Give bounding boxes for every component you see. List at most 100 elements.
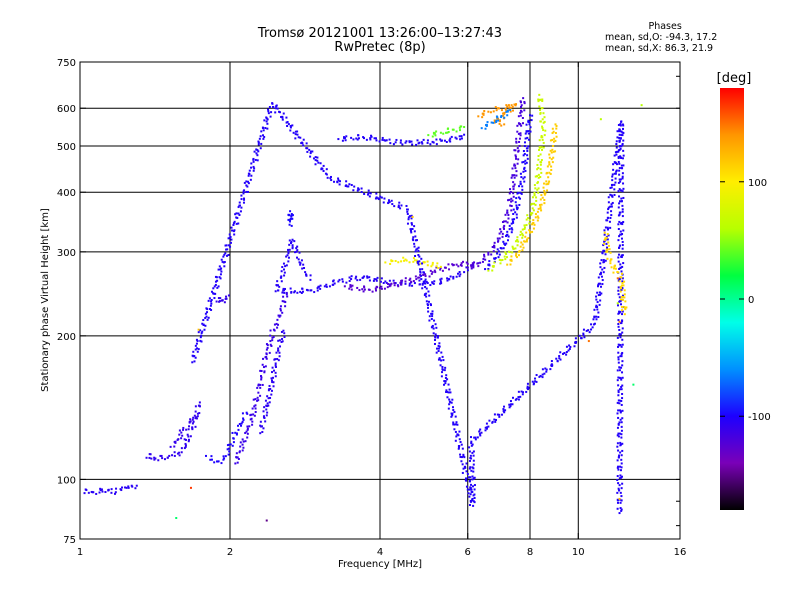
- echo-point: [494, 106, 497, 109]
- echo-point: [603, 238, 606, 241]
- echo-point: [510, 197, 513, 200]
- echo-point: [87, 491, 90, 494]
- echo-point: [244, 431, 247, 434]
- echo-point: [421, 268, 424, 271]
- echo-point: [548, 153, 551, 156]
- echo-point: [437, 347, 440, 350]
- echo-point: [619, 263, 622, 266]
- echo-point: [376, 276, 379, 279]
- echo-point: [482, 112, 485, 115]
- echo-point: [260, 378, 263, 381]
- echo-point: [374, 197, 377, 200]
- echo-point: [230, 226, 233, 229]
- echo-point: [436, 334, 439, 337]
- echo-point: [536, 188, 539, 191]
- echo-point: [264, 399, 267, 402]
- y-tick-label: 75: [63, 535, 76, 546]
- echo-point: [539, 98, 542, 101]
- echo-point: [215, 276, 218, 279]
- echo-point: [339, 180, 342, 183]
- echo-point: [187, 440, 190, 443]
- echo-point: [621, 338, 624, 341]
- echo-point: [620, 495, 623, 498]
- echo-point: [605, 242, 608, 245]
- echo-point: [212, 292, 215, 295]
- echo-point: [512, 247, 515, 250]
- echo-point: [510, 231, 513, 234]
- echo-point: [619, 222, 622, 225]
- echo-point: [332, 279, 335, 282]
- echo-point: [283, 289, 286, 292]
- echo-point: [110, 491, 113, 494]
- echo-point: [192, 420, 195, 423]
- echo-point: [617, 256, 620, 259]
- echo-point: [229, 241, 232, 244]
- echo-point: [490, 121, 493, 124]
- x-axis-label: Frequency [MHz]: [338, 559, 422, 570]
- echo-point: [622, 164, 625, 167]
- echo-point: [539, 163, 542, 166]
- echo-point: [508, 198, 511, 201]
- echo-point: [286, 121, 289, 124]
- echo-point: [268, 384, 271, 387]
- echo-point: [459, 273, 462, 276]
- echo-point: [289, 210, 292, 213]
- echo-point: [330, 179, 333, 182]
- echo-point: [431, 135, 434, 138]
- echo-point: [472, 262, 475, 265]
- echo-point: [223, 265, 226, 268]
- echo-point: [201, 330, 204, 333]
- echo-point: [452, 128, 455, 131]
- echo-point: [314, 163, 317, 166]
- echo-point: [266, 127, 269, 130]
- echo-point: [438, 342, 441, 345]
- echo-point: [424, 278, 427, 281]
- echo-point: [602, 244, 605, 247]
- echo-point: [451, 406, 454, 409]
- echo-point: [471, 478, 474, 481]
- echo-point: [426, 139, 429, 142]
- echo-point: [276, 280, 279, 283]
- echo-point: [446, 277, 449, 280]
- echo-point: [605, 237, 608, 240]
- echo-point: [617, 123, 620, 126]
- echo-point: [508, 192, 511, 195]
- echo-point: [599, 282, 602, 285]
- echo-point: [621, 265, 624, 268]
- echo-point: [433, 280, 436, 283]
- echo-point: [408, 215, 411, 218]
- echo-point: [473, 261, 476, 264]
- echo-point: [602, 249, 605, 252]
- echo-point: [262, 366, 265, 369]
- echo-point: [238, 422, 241, 425]
- echo-point: [459, 129, 462, 132]
- echo-point: [485, 426, 488, 429]
- echo-point: [620, 298, 623, 301]
- echo-point: [552, 130, 555, 133]
- echo-point: [617, 394, 620, 397]
- echo-point: [219, 277, 222, 280]
- echo-point: [536, 163, 539, 166]
- echo-point: [621, 442, 624, 445]
- echo-point: [289, 125, 292, 128]
- echo-point: [433, 342, 436, 345]
- echo-point: [272, 106, 275, 109]
- echo-point: [257, 143, 260, 146]
- echo-point: [515, 157, 518, 160]
- echo-point: [204, 454, 207, 457]
- echo-point: [319, 162, 322, 165]
- echo-point: [527, 145, 530, 148]
- echo-point: [414, 254, 417, 257]
- echo-point: [391, 259, 394, 262]
- echo-point: [618, 200, 621, 203]
- echo-point: [295, 247, 298, 250]
- echo-point: [272, 385, 275, 388]
- echo-point: [519, 114, 522, 117]
- echo-point: [619, 178, 622, 181]
- echo-point: [437, 266, 440, 269]
- echo-point: [621, 294, 624, 297]
- echo-point: [247, 174, 250, 177]
- echo-point: [491, 246, 494, 249]
- echo-point: [455, 421, 458, 424]
- echo-point: [274, 375, 277, 378]
